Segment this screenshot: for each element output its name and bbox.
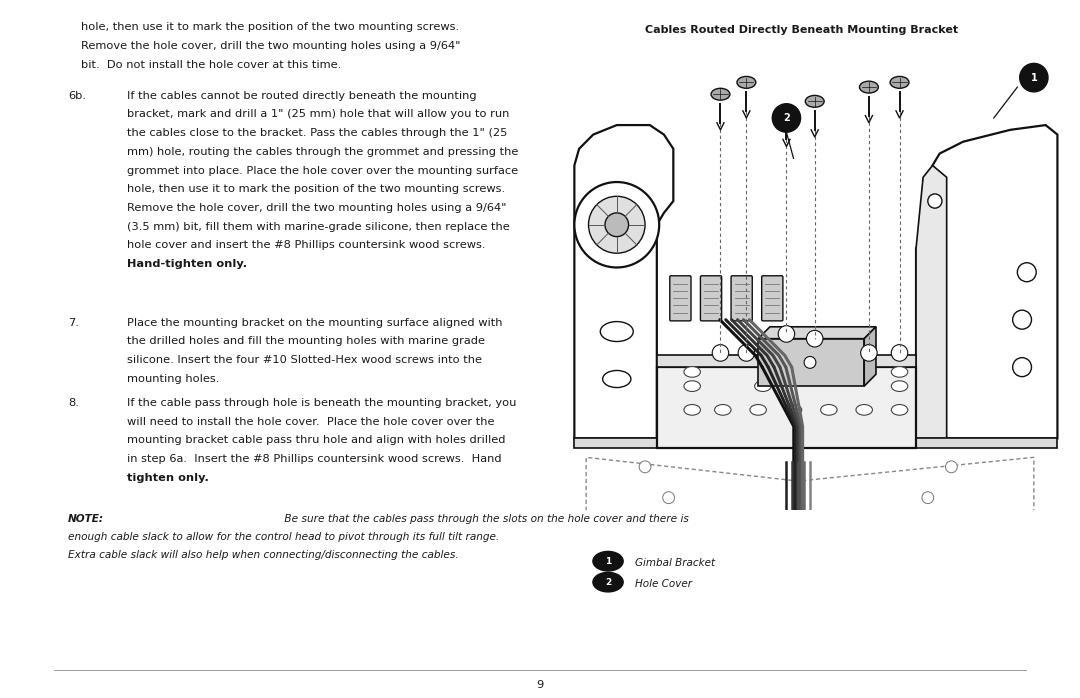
FancyBboxPatch shape [670, 276, 691, 321]
Ellipse shape [684, 381, 701, 392]
Circle shape [639, 461, 651, 473]
Circle shape [593, 551, 623, 571]
Circle shape [945, 461, 957, 473]
Text: Remove the hole cover, drill the two mounting holes using a 9/64": Remove the hole cover, drill the two mou… [127, 203, 507, 213]
Polygon shape [657, 355, 916, 367]
Ellipse shape [600, 322, 633, 341]
FancyBboxPatch shape [701, 276, 721, 321]
Ellipse shape [785, 405, 801, 415]
Circle shape [1013, 310, 1031, 329]
Polygon shape [758, 339, 864, 386]
Circle shape [605, 213, 629, 237]
Text: bit.  Do not install the hole cover at this time.: bit. Do not install the hole cover at th… [81, 60, 341, 70]
Text: mounting bracket cable pass thru hole and align with holes drilled: mounting bracket cable pass thru hole an… [127, 436, 505, 445]
Ellipse shape [891, 366, 908, 377]
Ellipse shape [856, 405, 873, 415]
Circle shape [593, 572, 623, 592]
Circle shape [738, 345, 755, 362]
Text: 8.: 8. [68, 398, 79, 408]
Circle shape [928, 194, 942, 208]
Circle shape [575, 182, 659, 267]
Text: 6b.: 6b. [68, 91, 86, 101]
Ellipse shape [711, 88, 730, 100]
Text: hole, then use it to mark the position of the two mounting screws.: hole, then use it to mark the position o… [127, 184, 505, 194]
Polygon shape [575, 125, 673, 438]
Text: 1: 1 [1030, 73, 1037, 82]
Text: Place the mounting bracket on the mounting surface aligned with: Place the mounting bracket on the mounti… [127, 318, 503, 327]
Circle shape [922, 491, 934, 504]
Text: Hole Cover: Hole Cover [635, 579, 692, 588]
Circle shape [1017, 262, 1036, 282]
Ellipse shape [891, 381, 908, 392]
Text: 2: 2 [605, 578, 611, 586]
Text: enough cable slack to allow for the control head to pivot through its full tilt : enough cable slack to allow for the cont… [68, 532, 499, 542]
Ellipse shape [684, 366, 701, 377]
Text: bracket, mark and drill a 1" (25 mm) hole that will allow you to run: bracket, mark and drill a 1" (25 mm) hol… [127, 110, 510, 119]
Text: Be sure that the cables pass through the slots on the hole cover and there is: Be sure that the cables pass through the… [282, 514, 689, 524]
Text: in step 6a.  Insert the #8 Phillips countersink wood screws.  Hand: in step 6a. Insert the #8 Phillips count… [127, 454, 502, 464]
Text: 7.: 7. [68, 318, 79, 327]
Polygon shape [758, 327, 876, 339]
Text: Cables Routed Directly Beneath Mounting Bracket: Cables Routed Directly Beneath Mounting … [645, 25, 958, 35]
Text: NOTE:: NOTE: [68, 514, 104, 524]
Circle shape [779, 325, 795, 342]
Ellipse shape [821, 405, 837, 415]
Circle shape [861, 345, 877, 362]
Ellipse shape [860, 81, 878, 93]
Text: Extra cable slack will also help when connecting/disconnecting the cables.: Extra cable slack will also help when co… [68, 550, 459, 560]
Text: If the cables cannot be routed directly beneath the mounting: If the cables cannot be routed directly … [127, 91, 477, 101]
Text: mounting holes.: mounting holes. [127, 373, 224, 384]
Text: If the cable pass through hole is beneath the mounting bracket, you: If the cable pass through hole is beneat… [127, 398, 517, 408]
Polygon shape [916, 165, 947, 438]
Circle shape [807, 330, 823, 347]
Polygon shape [916, 438, 1057, 448]
Text: 1: 1 [605, 557, 611, 565]
Text: mm) hole, routing the cables through the grommet and pressing the: mm) hole, routing the cables through the… [127, 147, 518, 157]
Ellipse shape [891, 405, 908, 415]
Circle shape [793, 480, 805, 491]
Circle shape [772, 104, 800, 132]
FancyBboxPatch shape [761, 276, 783, 321]
Polygon shape [916, 125, 1057, 438]
Polygon shape [864, 327, 876, 386]
Text: Hand-tighten only.: Hand-tighten only. [127, 259, 247, 269]
Circle shape [663, 491, 675, 504]
Ellipse shape [684, 405, 701, 415]
Circle shape [1013, 357, 1031, 377]
Text: 9: 9 [537, 681, 543, 690]
Text: hole, then use it to mark the position of the two mounting screws.: hole, then use it to mark the position o… [81, 22, 459, 32]
Ellipse shape [777, 105, 796, 117]
Text: will need to install the hole cover.  Place the hole cover over the: will need to install the hole cover. Pla… [127, 417, 495, 426]
Text: 2: 2 [783, 113, 789, 123]
Text: grommet into place. Place the hole cover over the mounting surface: grommet into place. Place the hole cover… [127, 165, 518, 176]
Text: tighten only.: tighten only. [127, 473, 210, 483]
Circle shape [805, 357, 815, 369]
Ellipse shape [750, 405, 767, 415]
Text: Hand-tighten only: Hand-tighten only [864, 373, 981, 384]
Polygon shape [657, 367, 916, 448]
Circle shape [1020, 64, 1048, 92]
Ellipse shape [890, 76, 909, 88]
Circle shape [712, 345, 729, 362]
Text: the cables close to the bracket. Pass the cables through the 1" (25: the cables close to the bracket. Pass th… [127, 128, 508, 138]
Circle shape [793, 515, 805, 528]
Polygon shape [575, 438, 657, 448]
Ellipse shape [603, 371, 631, 387]
Ellipse shape [715, 405, 731, 415]
Text: hole cover and insert the #8 Phillips countersink wood screws.: hole cover and insert the #8 Phillips co… [127, 240, 486, 251]
FancyBboxPatch shape [731, 276, 753, 321]
Text: Remove the hole cover, drill the two mounting holes using a 9/64": Remove the hole cover, drill the two mou… [81, 41, 460, 51]
Text: Gimbal Bracket: Gimbal Bracket [635, 558, 715, 567]
Circle shape [589, 196, 645, 253]
Circle shape [891, 345, 908, 362]
Ellipse shape [755, 381, 771, 392]
Text: (3.5 mm) bit, fill them with marine-grade silicone, then replace the: (3.5 mm) bit, fill them with marine-grad… [127, 222, 510, 232]
Ellipse shape [737, 76, 756, 88]
Text: silicone. Insert the four #10 Slotted-Hex wood screws into the: silicone. Insert the four #10 Slotted-He… [127, 355, 483, 365]
Ellipse shape [806, 96, 824, 107]
Text: the drilled holes and fill the mounting holes with marine grade: the drilled holes and fill the mounting … [127, 336, 485, 346]
